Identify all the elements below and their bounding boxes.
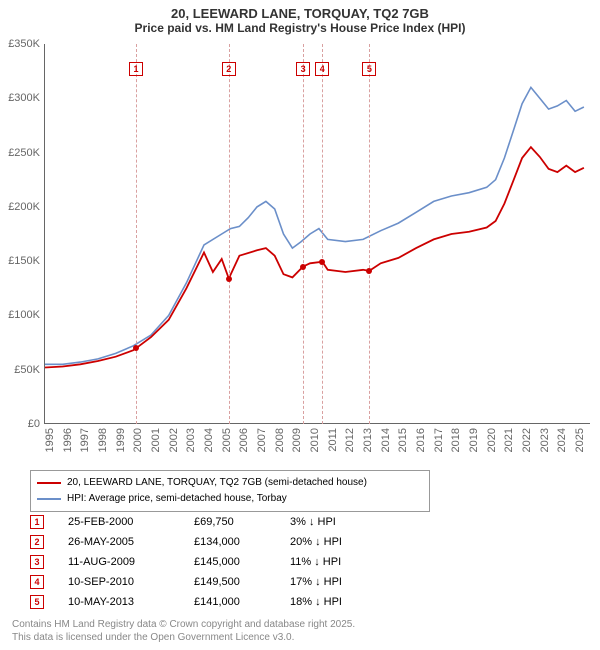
x-tick-label: 2021	[503, 428, 515, 452]
x-tick-label: 2003	[185, 428, 197, 452]
sale-marker-dot	[226, 276, 232, 282]
sale-diff: 11% ↓ HPI	[290, 556, 380, 568]
x-tick-label: 1997	[79, 428, 91, 452]
sale-number-box: 1	[30, 515, 44, 529]
x-tick-label: 1999	[115, 428, 127, 452]
sale-price: £141,000	[194, 596, 274, 608]
sale-price: £69,750	[194, 516, 274, 528]
x-tick-label: 2017	[433, 428, 445, 452]
x-tick-label: 1996	[62, 428, 74, 452]
x-tick-label: 2012	[344, 428, 356, 452]
sales-row: 4 10-SEP-2010 £149,500 17% ↓ HPI	[30, 572, 380, 592]
y-tick-label: £50K	[0, 364, 44, 376]
legend-label: 20, LEEWARD LANE, TORQUAY, TQ2 7GB (semi…	[67, 475, 367, 491]
x-tick-label: 2011	[327, 428, 339, 452]
sale-marker-label: 5	[362, 62, 376, 76]
sale-number-box: 4	[30, 575, 44, 589]
title-line-1: 20, LEEWARD LANE, TORQUAY, TQ2 7GB	[0, 6, 600, 21]
sale-date: 26-MAY-2005	[68, 536, 178, 548]
x-tick-label: 2010	[309, 428, 321, 452]
sale-marker-label: 2	[222, 62, 236, 76]
legend-label: HPI: Average price, semi-detached house,…	[67, 491, 287, 507]
x-tick-label: 2025	[574, 428, 586, 452]
sale-diff: 18% ↓ HPI	[290, 596, 380, 608]
x-tick-label: 2018	[450, 428, 462, 452]
sale-diff: 20% ↓ HPI	[290, 536, 380, 548]
x-tick-label: 2016	[415, 428, 427, 452]
x-tick-label: 2006	[238, 428, 250, 452]
x-tick-label: 2000	[132, 428, 144, 452]
sale-marker-dot	[133, 345, 139, 351]
sale-diff: 17% ↓ HPI	[290, 576, 380, 588]
sale-price: £145,000	[194, 556, 274, 568]
sale-date: 11-AUG-2009	[68, 556, 178, 568]
x-tick-label: 2005	[221, 428, 233, 452]
legend-item: HPI: Average price, semi-detached house,…	[37, 491, 423, 507]
y-tick-label: £150K	[0, 255, 44, 267]
x-tick-label: 2014	[380, 428, 392, 452]
sale-marker-dash	[303, 44, 304, 424]
sale-marker-dash	[229, 44, 230, 424]
x-tick-label: 2002	[168, 428, 180, 452]
title-line-2: Price paid vs. HM Land Registry's House …	[0, 21, 600, 35]
x-tick-label: 1998	[97, 428, 109, 452]
x-tick-label: 2008	[274, 428, 286, 452]
sales-row: 3 11-AUG-2009 £145,000 11% ↓ HPI	[30, 552, 380, 572]
sale-marker-dot	[300, 264, 306, 270]
y-tick-label: £0	[0, 418, 44, 430]
y-tick-label: £200K	[0, 201, 44, 213]
sale-marker-dot	[319, 259, 325, 265]
chart-plot-area: 1 2 34 5	[44, 44, 590, 424]
sales-row: 2 26-MAY-2005 £134,000 20% ↓ HPI	[30, 532, 380, 552]
x-tick-label: 2007	[256, 428, 268, 452]
x-tick-label: 2009	[291, 428, 303, 452]
legend-box: 20, LEEWARD LANE, TORQUAY, TQ2 7GB (semi…	[30, 470, 430, 512]
y-tick-label: £300K	[0, 92, 44, 104]
sale-marker-label: 4	[315, 62, 329, 76]
legend-swatch	[37, 482, 61, 484]
chart-title-block: 20, LEEWARD LANE, TORQUAY, TQ2 7GB Price…	[0, 0, 600, 37]
x-tick-label: 1995	[44, 428, 56, 452]
y-tick-label: £100K	[0, 309, 44, 321]
x-tick-label: 2015	[397, 428, 409, 452]
x-tick-label: 2024	[556, 428, 568, 452]
sale-number-box: 5	[30, 595, 44, 609]
legend-item: 20, LEEWARD LANE, TORQUAY, TQ2 7GB (semi…	[37, 475, 423, 491]
footer-line-1: Contains HM Land Registry data © Crown c…	[12, 618, 355, 631]
x-tick-label: 2023	[539, 428, 551, 452]
sale-diff: 3% ↓ HPI	[290, 516, 380, 528]
sales-row: 1 25-FEB-2000 £69,750 3% ↓ HPI	[30, 512, 380, 532]
y-tick-label: £250K	[0, 147, 44, 159]
sale-marker-label: 3	[296, 62, 310, 76]
x-axis-ticks: 1995 1996 1997 1998 1999 2000 2001 2002 2003 2004…	[44, 424, 590, 464]
x-tick-label: 2013	[362, 428, 374, 452]
sale-price: £134,000	[194, 536, 274, 548]
sale-number-box: 3	[30, 555, 44, 569]
line-plot-svg	[45, 44, 591, 424]
sale-price: £149,500	[194, 576, 274, 588]
series-property	[45, 147, 584, 367]
footer-line-2: This data is licensed under the Open Gov…	[12, 631, 355, 644]
x-tick-label: 2001	[150, 428, 162, 452]
sale-marker-dash	[136, 44, 137, 424]
sales-table: 1 25-FEB-2000 £69,750 3% ↓ HPI 2 26-MAY-2005 £…	[30, 512, 380, 612]
sale-date: 10-MAY-2013	[68, 596, 178, 608]
legend-swatch	[37, 498, 61, 500]
footer-attribution: Contains HM Land Registry data © Crown c…	[12, 618, 355, 644]
sale-date: 10-SEP-2010	[68, 576, 178, 588]
sales-row: 5 10-MAY-2013 £141,000 18% ↓ HPI	[30, 592, 380, 612]
x-tick-label: 2019	[468, 428, 480, 452]
x-tick-label: 2004	[203, 428, 215, 452]
sale-marker-dash	[322, 44, 323, 424]
sale-marker-label: 1	[129, 62, 143, 76]
y-tick-label: £350K	[0, 38, 44, 50]
x-tick-label: 2022	[521, 428, 533, 452]
sale-number-box: 2	[30, 535, 44, 549]
sale-marker-dot	[366, 268, 372, 274]
sale-date: 25-FEB-2000	[68, 516, 178, 528]
sale-marker-dash	[369, 44, 370, 424]
series-hpi	[45, 87, 584, 364]
x-tick-label: 2020	[486, 428, 498, 452]
